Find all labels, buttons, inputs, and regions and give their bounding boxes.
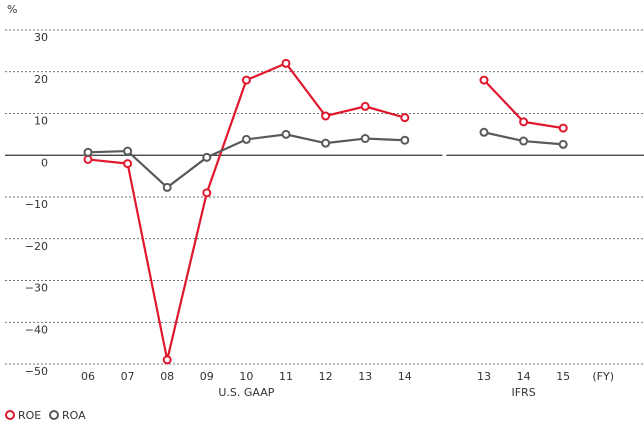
data-point <box>360 101 370 111</box>
data-point <box>162 355 172 365</box>
data-point <box>83 147 93 157</box>
data-point <box>83 154 93 164</box>
x-tick-label: 14 <box>398 370 412 383</box>
y-tick-label: −20 <box>25 240 48 253</box>
data-point <box>241 134 251 144</box>
data-point <box>321 111 331 121</box>
data-point <box>519 136 529 146</box>
x-tick-label: 08 <box>160 370 174 383</box>
x-tick-label: 06 <box>81 370 95 383</box>
y-tick-label: −50 <box>25 365 48 378</box>
series-line <box>87 62 564 361</box>
y-tick-label: 0 <box>41 156 48 169</box>
data-point <box>558 123 568 133</box>
data-point <box>519 117 529 127</box>
x-tick-label: 12 <box>319 370 333 383</box>
group-label: U.S. GAAP <box>218 386 274 399</box>
data-point <box>202 188 212 198</box>
group-label: IFRS <box>511 386 535 399</box>
y-tick-label: 10 <box>34 115 48 128</box>
y-tick-label: 30 <box>34 31 48 44</box>
y-tick-label: 20 <box>34 73 48 86</box>
data-point <box>479 127 489 137</box>
data-point <box>479 75 489 85</box>
x-tick-label: 15 <box>556 370 570 383</box>
x-tick-label: 11 <box>279 370 293 383</box>
x-unit: (FY) <box>592 370 614 383</box>
data-point <box>202 152 212 162</box>
x-tick-label: 14 <box>517 370 531 383</box>
data-point <box>400 113 410 123</box>
x-tick-label: 09 <box>200 370 214 383</box>
data-point <box>281 129 291 139</box>
y-tick-label: −10 <box>25 198 48 211</box>
x-tick-label: 13 <box>358 370 372 383</box>
y-axis-label: % <box>7 3 17 16</box>
data-point <box>281 58 291 68</box>
y-tick-label: −40 <box>25 323 48 336</box>
data-point <box>123 146 133 156</box>
legend-label: ROE <box>18 409 41 422</box>
x-tick-label: 07 <box>121 370 135 383</box>
data-point <box>558 139 568 149</box>
data-point <box>360 134 370 144</box>
y-tick-label: −30 <box>25 282 48 295</box>
data-point <box>321 138 331 148</box>
legend-marker <box>49 410 59 420</box>
legend-marker <box>5 410 15 420</box>
data-point <box>241 75 251 85</box>
x-tick-label: 13 <box>477 370 491 383</box>
data-point <box>400 135 410 145</box>
x-tick-label: 10 <box>239 370 253 383</box>
data-point <box>123 159 133 169</box>
legend-label: ROA <box>62 409 86 422</box>
data-point <box>162 182 172 192</box>
